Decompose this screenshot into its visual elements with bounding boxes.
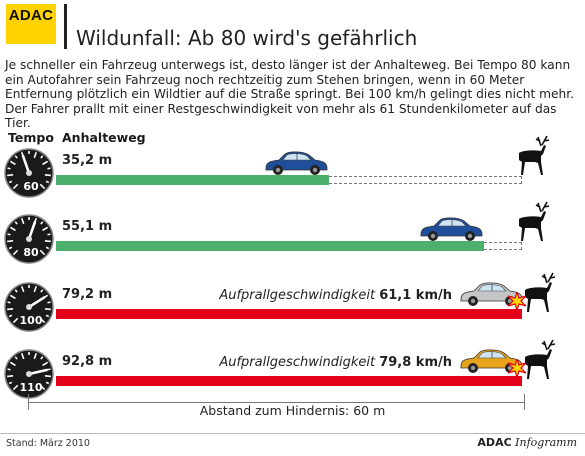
speed-label: 110	[19, 381, 43, 394]
footer-stand: Stand: März 2010	[6, 438, 90, 449]
car-icon	[418, 215, 484, 247]
axis-tick-start	[28, 394, 29, 410]
footer-brand-italic: Infogramm	[515, 436, 577, 449]
footer-divider	[0, 433, 585, 434]
intro-text: Je schneller ein Fahrzeug unterwegs ist,…	[5, 58, 574, 130]
impact-burst-icon	[505, 290, 529, 314]
axis-tick-end	[524, 394, 525, 410]
car-icon	[458, 280, 524, 312]
deer-icon	[517, 339, 557, 385]
speed-row-80: 80 55,1 m	[0, 201, 585, 280]
axis-label-wrap: Abstand zum Hindernis: 60 m	[0, 403, 585, 418]
column-header-anhalteweg: Anhalteweg	[62, 130, 146, 145]
footer-brand: ADAC Infogramm	[477, 436, 577, 449]
remaining-distance	[483, 242, 522, 250]
stopping-bar	[56, 376, 522, 386]
page-title: Wildunfall: Ab 80 wird's gefährlich	[76, 26, 418, 50]
impact-speed-value: 79,8 km/h	[379, 355, 452, 370]
speed-label: 60	[23, 180, 39, 193]
impact-speed: Aufprallgeschwindigkeit 61,1 km/h	[219, 288, 452, 303]
car-icon	[458, 347, 524, 379]
adac-logo: ADAC	[6, 4, 56, 44]
stopping-bar	[56, 175, 330, 185]
distance-axis	[28, 402, 524, 403]
speed-row-60: 60 35,2 m	[0, 135, 585, 214]
deer-icon	[511, 135, 551, 181]
title-divider	[64, 4, 67, 49]
speedometer-icon: 100	[4, 282, 54, 332]
logo-text: ADAC	[8, 7, 54, 24]
car-icon	[263, 149, 329, 181]
speed-row-110: 110 92,8 m Aufprallgeschwindigkeit 79,8 k…	[0, 339, 585, 415]
speed-label: 80	[23, 246, 39, 259]
impact-speed-value: 61,1 km/h	[379, 288, 452, 303]
footer-brand-bold: ADAC	[477, 436, 512, 449]
stopping-distance: 35,2 m	[62, 153, 113, 168]
speed-label: 100	[19, 314, 43, 327]
deer-icon	[517, 272, 557, 318]
column-header-tempo: Tempo	[8, 130, 54, 145]
remaining-distance	[329, 176, 522, 184]
deer-icon	[511, 201, 551, 247]
impact-burst-icon	[505, 357, 529, 381]
stopping-bar	[56, 241, 484, 251]
stopping-distance: 92,8 m	[62, 354, 113, 369]
stopping-distance: 55,1 m	[62, 219, 113, 234]
speed-row-100: 100 79,2 m Aufprallgeschwindigkeit 61,1 k…	[0, 272, 585, 348]
stopping-distance: 79,2 m	[62, 287, 113, 302]
speedometer-icon: 60	[4, 148, 54, 198]
axis-label: Abstand zum Hindernis: 60 m	[191, 403, 394, 418]
impact-speed: Aufprallgeschwindigkeit 79,8 km/h	[219, 355, 452, 370]
impact-speed-label: Aufprallgeschwindigkeit	[219, 355, 376, 370]
speedometer-icon: 80	[4, 214, 54, 264]
speedometer-icon: 110	[4, 349, 54, 399]
stopping-bar	[56, 309, 522, 319]
impact-speed-label: Aufprallgeschwindigkeit	[219, 288, 376, 303]
